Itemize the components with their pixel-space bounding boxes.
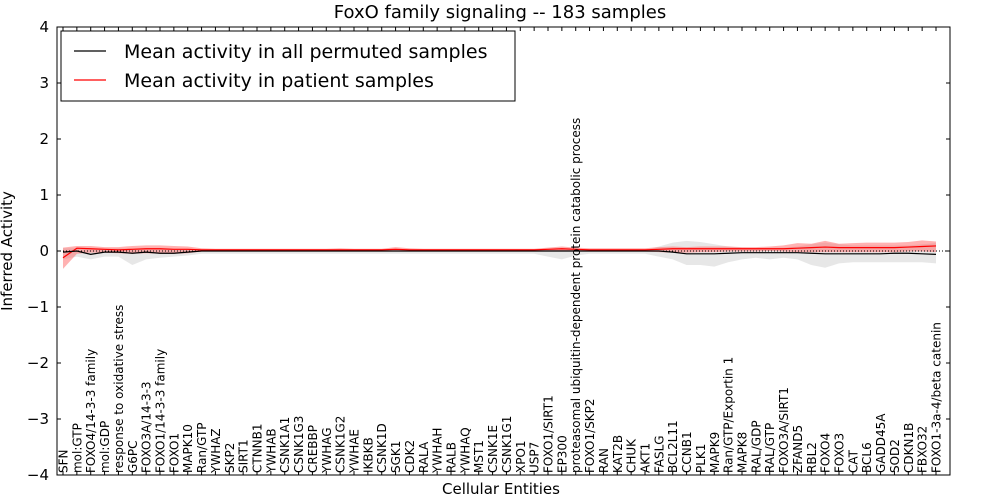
x-category-label: FOXO1/SKP2 <box>583 398 597 473</box>
x-axis-label: Cellular Entities <box>442 480 560 498</box>
x-category-label: SIRT1 <box>237 439 251 473</box>
x-category-labels: SFN mol:GTP FOXO4/14-3-3 family mol:GDP resp… <box>57 118 944 474</box>
x-category-label: response to oxidative stress <box>112 305 126 473</box>
x-category-label: Ran/GTP/Exportin 1 <box>722 357 736 473</box>
x-category-label: CAT <box>846 449 860 473</box>
x-category-label: mol:GTP <box>70 423 84 473</box>
legend-label-patient: Mean activity in patient samples <box>124 70 434 92</box>
x-category-label: FBXO32 <box>916 426 930 473</box>
x-category-label: CDKN1B <box>902 423 916 473</box>
x-category-label: FOXO3A/14-3-3 <box>140 381 154 473</box>
x-category-label: MAPK8 <box>736 432 750 473</box>
x-category-label: YWHAB <box>264 428 278 474</box>
x-category-label: RALB <box>445 442 459 473</box>
x-category-label: CTNNB1 <box>251 423 265 473</box>
x-category-label: CREBBP <box>306 425 320 473</box>
x-category-label: GADD45A <box>874 413 888 473</box>
x-category-label: BCL2L11 <box>666 420 680 473</box>
x-category-label: Ran/GTP <box>195 422 209 473</box>
x-category-label: CSNK1G2 <box>334 416 348 473</box>
x-category-label: FOXO4/14-3-3 family <box>84 349 98 473</box>
x-category-label: FOXO4 <box>819 433 833 473</box>
x-category-label: ZFAND5 <box>791 425 805 473</box>
x-category-label: MST1 <box>472 440 486 473</box>
y-tick-label: 2 <box>39 130 49 148</box>
x-category-label: FOXO3A/SIRT1 <box>777 387 791 473</box>
x-category-label: proteasomal ubiquitin-dependent protein … <box>569 118 583 473</box>
legend-box <box>60 30 516 102</box>
legend: Mean activity in all permuted samples Me… <box>60 30 516 102</box>
x-category-label: FOXO1-3a-4/beta catenin <box>930 322 944 473</box>
x-category-label: KAT2B <box>611 435 625 473</box>
x-category-label: RAL/GTP <box>763 423 777 473</box>
y-tick-label: 4 <box>39 18 49 36</box>
x-category-label: FOXO3 <box>833 433 847 473</box>
x-category-label: G6PC <box>126 440 140 473</box>
x-category-label: FOXO1 <box>167 433 181 473</box>
x-category-label: mol:GDP <box>98 421 112 473</box>
patient-band-layer <box>63 240 936 269</box>
x-category-label: USP7 <box>528 442 542 473</box>
x-category-label: CCNB1 <box>680 431 694 473</box>
x-category-label: YWHAZ <box>209 428 223 474</box>
x-category-label: PLK1 <box>694 444 708 473</box>
chart-title: FoxO family signaling -- 183 samples <box>334 2 666 23</box>
x-axis-ticks <box>62 27 937 475</box>
x-category-label: FOXO1/14-3-3 family <box>154 349 168 473</box>
x-category-label: YWHAG <box>320 427 334 474</box>
x-category-label: CSNK1D <box>375 423 389 473</box>
x-category-label: CHUK <box>625 438 639 473</box>
x-category-label: CDK2 <box>403 440 417 473</box>
series-lines-layer <box>62 245 937 259</box>
x-category-label: SOD2 <box>888 439 902 473</box>
series-line-patient <box>62 245 937 259</box>
y-tick-label: −1 <box>27 298 49 316</box>
x-category-label: YWHAE <box>348 429 362 474</box>
x-category-label: RAL/GDP <box>749 420 763 473</box>
y-tick-label: 0 <box>39 242 49 260</box>
x-category-label: CSNK1G1 <box>500 416 514 473</box>
x-category-label: MAPK10 <box>181 424 195 473</box>
x-category-label: XPO1 <box>514 440 528 473</box>
x-category-label: MAPK9 <box>708 432 722 473</box>
x-category-label: CSNK1G3 <box>292 416 306 473</box>
x-category-label: FOXO1/SIRT1 <box>542 395 556 473</box>
x-category-label: CSNK1E <box>486 425 500 473</box>
x-category-label: YWHAQ <box>458 427 472 474</box>
x-category-label: SKP2 <box>223 443 237 473</box>
x-category-label: IKBKB <box>361 437 375 473</box>
x-category-label: RALA <box>417 441 431 473</box>
patient-confidence-band <box>63 240 936 269</box>
y-tick-label: −3 <box>27 410 49 428</box>
x-category-label: RBL2 <box>805 442 819 473</box>
y-tick-label: 1 <box>39 186 49 204</box>
y-axis-label: Inferred Activity <box>0 191 16 311</box>
y-tick-label: 3 <box>39 74 49 92</box>
x-category-label: EP300 <box>555 435 569 473</box>
series-line-permuted <box>62 250 937 255</box>
y-axis-ticks: 4 3 2 1 0 −1 −2 −3 −4 <box>27 18 950 484</box>
x-category-label: YWHAH <box>431 428 445 474</box>
legend-label-permuted: Mean activity in all permuted samples <box>124 41 487 63</box>
x-category-label: CSNK1A1 <box>278 417 292 473</box>
y-tick-label: −2 <box>27 354 49 372</box>
x-category-label: RAN <box>597 448 611 473</box>
x-category-label: SGK1 <box>389 441 403 473</box>
y-tick-label: −4 <box>27 466 49 484</box>
x-category-label: FASLG <box>652 435 666 473</box>
x-category-label: BCL6 <box>860 442 874 473</box>
x-category-label: SFN <box>57 450 71 474</box>
x-category-label: AKT1 <box>639 443 653 473</box>
